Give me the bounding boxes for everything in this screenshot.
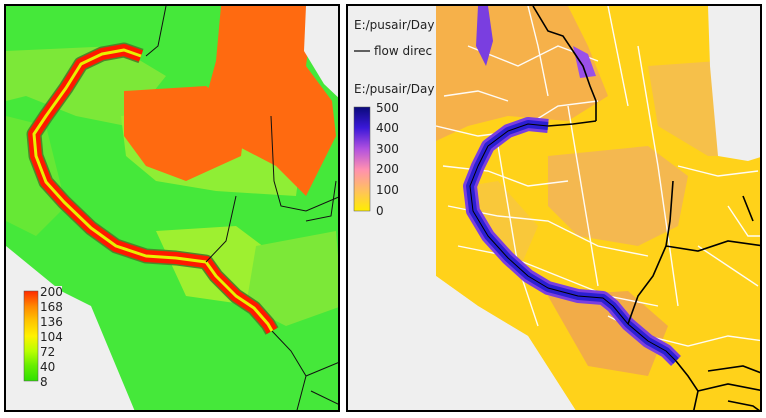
light-green-zone xyxy=(246,231,338,326)
layer-label-depth[interactable]: E:/pusair/Day xyxy=(354,82,435,96)
orange-zone xyxy=(201,6,336,196)
legend-tick-label: 500 xyxy=(376,101,399,115)
stream-network-line xyxy=(305,180,337,222)
left-map-canvas: 200 168 136 104 72 40 8 xyxy=(6,6,338,410)
river-centerline xyxy=(32,48,274,332)
legend-tick-label: 300 xyxy=(376,142,399,156)
stream-network-line xyxy=(205,195,237,263)
legend-colorbar xyxy=(353,106,371,212)
left-map-panel[interactable]: 200 168 136 104 72 40 8 xyxy=(4,4,340,412)
legend-tick-label: 0 xyxy=(376,204,384,218)
stream-network-line xyxy=(310,390,338,405)
right-map-canvas: 500 400 300 200 100 0 xyxy=(348,6,760,410)
stream-network-line xyxy=(270,115,338,212)
right-map-panel[interactable]: 500 400 300 200 100 0 E:/pusair/Day flow… xyxy=(346,4,762,412)
legend-tick-label: 8 xyxy=(40,375,48,389)
no-data-area xyxy=(304,6,338,98)
stream-network-line xyxy=(271,330,307,410)
tan-zone xyxy=(548,291,668,376)
legend-tick-label: 400 xyxy=(376,121,399,135)
tan-zone xyxy=(468,181,538,261)
no-data-area xyxy=(436,276,576,410)
legend-tick-label: 136 xyxy=(40,315,63,329)
river-flow-line xyxy=(469,123,677,362)
legend-colorbar xyxy=(23,290,39,382)
legend-tick-label: 72 xyxy=(40,345,55,359)
layer-label-elevation[interactable]: E:/pusair/Day xyxy=(354,18,435,32)
stream-network-line xyxy=(145,6,167,57)
left-legend: 200 168 136 104 72 40 8 xyxy=(20,285,63,389)
legend-tick-label: 104 xyxy=(40,330,63,344)
flow-direction-network xyxy=(532,6,760,410)
purple-patch xyxy=(476,6,493,66)
no-data-area xyxy=(708,6,760,161)
legend-tick-label: 100 xyxy=(376,183,399,197)
legend-tick-label: 200 xyxy=(40,285,63,299)
legend-tick-label: 40 xyxy=(40,360,55,374)
flow-direction-legend-label: flow direc xyxy=(374,44,433,58)
orange-zone xyxy=(124,86,246,181)
legend-tick-label: 200 xyxy=(376,162,399,176)
legend-tick-label: 168 xyxy=(40,300,63,314)
tan-zone xyxy=(548,146,688,246)
stream-network-line xyxy=(305,362,338,377)
purple-patch xyxy=(573,46,596,78)
